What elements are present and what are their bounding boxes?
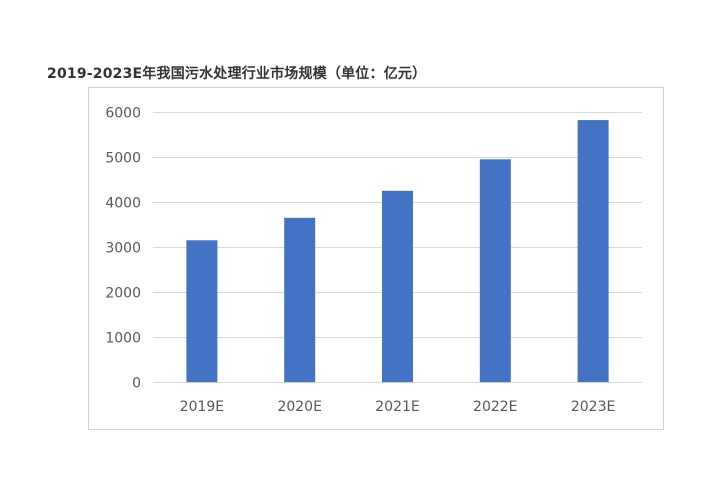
bar-2023E [577,120,609,382]
y-tick-label: 5000 [105,151,141,167]
x-tick-label: 2021E [375,399,419,415]
bar-2020E [284,217,316,383]
bar-2021E [382,190,413,383]
x-tick-label: 2022E [473,399,517,415]
y-tick-label: 4000 [105,196,141,212]
y-axis-ticks: 0 1000 2000 3000 4000 5000 6000 [105,106,141,392]
y-tick-label: 3000 [105,241,141,257]
bar-2022E [479,159,511,383]
chart-frame [88,87,664,430]
x-axis-ticks: 2019E 2020E 2021E 2022E 2023E [180,399,616,415]
x-tick-label: 2019E [180,399,224,415]
x-tick-label: 2023E [571,399,615,415]
y-tick-label: 0 [132,376,141,392]
y-tick-label: 1000 [105,331,141,347]
y-tick-label: 6000 [105,106,141,122]
x-tick-label: 2020E [277,399,321,415]
y-tick-label: 2000 [105,286,141,302]
bar-2019E [186,240,218,383]
bars [186,120,609,383]
chart-title: 2019-2023E年我国污水处理行业市场规模（单位：亿元） [47,66,427,82]
